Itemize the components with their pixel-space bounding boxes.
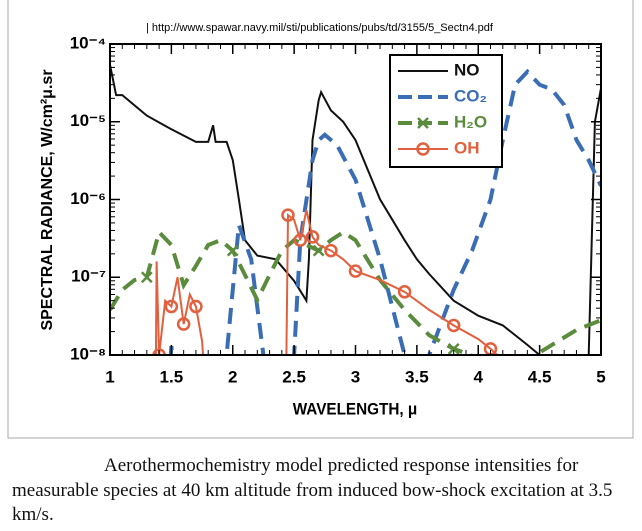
plot-frame xyxy=(109,43,602,356)
legend-label: CO₂ xyxy=(454,86,487,105)
point-marker xyxy=(293,233,308,247)
x-tick-label: 2 xyxy=(228,367,237,386)
x-tick-label: 1 xyxy=(105,367,114,386)
point-marker xyxy=(417,117,429,129)
point-marker xyxy=(189,299,203,314)
x-tick-label: 5 xyxy=(596,367,605,386)
x-tick-label: 3.5 xyxy=(405,367,429,386)
point-marker xyxy=(324,243,338,258)
point-marker xyxy=(226,244,239,257)
x-axis-label: WAVELENGTH, μ xyxy=(293,400,418,419)
x-tick-label: 3 xyxy=(351,367,360,386)
legend-label: OH xyxy=(454,138,480,157)
series-line xyxy=(110,64,601,355)
y-tick-label: 10⁻⁷ xyxy=(71,267,106,286)
chart: | http://www.spawar.navy.mil/sti/publica… xyxy=(7,0,634,439)
series-line xyxy=(154,209,499,355)
legend-label: H₂O xyxy=(454,112,487,131)
point-marker xyxy=(348,264,363,278)
point-marker xyxy=(305,230,320,244)
x-tick-label: 4 xyxy=(474,367,484,386)
caption: Aerothermochemistry model predicted resp… xyxy=(12,455,613,525)
point-marker xyxy=(140,271,153,284)
x-tick-label: 4.5 xyxy=(528,367,552,386)
y-tick-label: 10⁻⁵ xyxy=(70,111,106,130)
y-tick-label: 10⁻⁴ xyxy=(70,33,106,52)
point-marker xyxy=(281,208,295,222)
point-marker xyxy=(152,348,166,355)
point-marker xyxy=(447,342,460,355)
point-marker xyxy=(397,285,412,299)
plot-lines xyxy=(110,64,601,355)
series-line xyxy=(168,68,601,355)
point-marker xyxy=(164,299,179,314)
y-tick-label: 10⁻⁸ xyxy=(70,344,106,363)
legend-label: NO xyxy=(454,60,480,79)
frame xyxy=(7,0,634,439)
y-tick-label: 10⁻⁶ xyxy=(70,189,106,208)
point-marker xyxy=(176,317,191,331)
x-tick-label: 2.5 xyxy=(282,367,306,386)
y-axis-label: SPECTRAL RADIANCE, W/cm²μ.sr xyxy=(39,69,56,330)
source-url: | http://www.spawar.navy.mil/sti/publica… xyxy=(146,22,494,34)
point-marker xyxy=(416,142,430,156)
x-tick-label: 1.5 xyxy=(160,367,184,386)
point-marker xyxy=(446,318,461,333)
